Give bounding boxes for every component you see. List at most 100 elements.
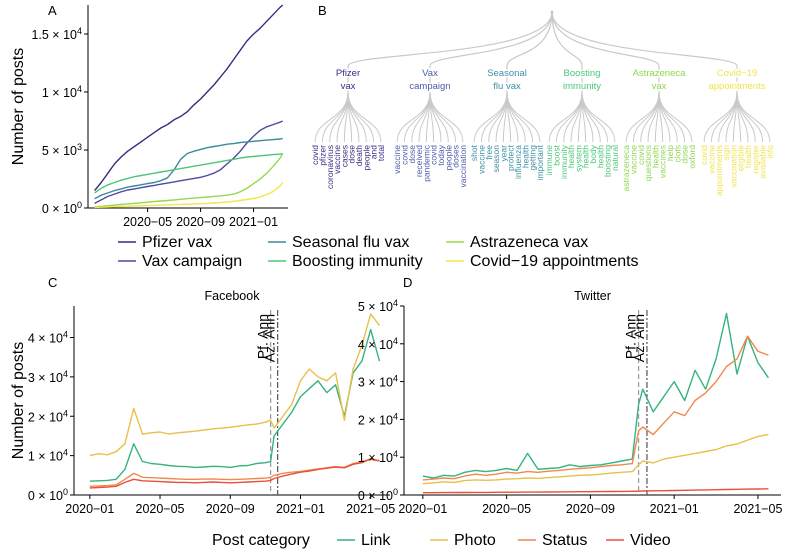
series-line-link (89, 328, 381, 482)
y-tick-label: 4 × 104 (28, 330, 68, 346)
leaf-word: today (436, 144, 446, 166)
leaf-word: doses (451, 145, 461, 168)
legend-label: Video (630, 532, 671, 549)
panel-label-b: B (318, 3, 327, 18)
group-label: appointments (708, 81, 765, 92)
legend-label: Boosting immunity (292, 253, 423, 270)
leaf-word: system (573, 145, 583, 172)
panel-b-tree: Pfizervaxcovidpfizercoronavirusvaccineca… (310, 10, 775, 196)
group-label: Seasonal (487, 68, 527, 79)
y-tick-label: 0 × 100 (28, 487, 68, 503)
legend-label: Photo (454, 532, 496, 549)
leaf-word: covid (310, 145, 320, 165)
tree-leaf-branch (429, 91, 464, 143)
tree-leaf-branch (658, 91, 693, 143)
leaf-word: important (535, 144, 545, 180)
leaf-word: eligible (736, 145, 746, 172)
leaf-word: dose (407, 145, 417, 164)
legend-label: Covid−19 appointments (470, 253, 639, 270)
y-axis-label: Number of posts (10, 48, 27, 165)
tree-leaf-branch (343, 91, 349, 143)
group-label: flu vax (493, 81, 521, 92)
leaf-word: help (665, 145, 675, 161)
x-tick-label: 2021−05 (346, 502, 395, 516)
leaf-word: covid (699, 145, 709, 165)
panel-label-d: D (403, 275, 412, 290)
tree-leaf-branch (736, 91, 771, 143)
leaf-word: getting (528, 145, 538, 171)
x-tick-label: 2020−09 (206, 502, 255, 516)
tree-leaf-branch (488, 91, 508, 143)
legend-label: Vax campaign (142, 253, 242, 270)
leaf-word: pandemic (421, 144, 431, 182)
leaf-word: boosting (603, 145, 613, 177)
x-tick-label: 2021−01 (229, 215, 278, 229)
group-label: vax (652, 81, 667, 92)
y-tick-label: 0 × 100 (358, 487, 398, 503)
leaf-word: protect (506, 144, 516, 171)
tree-leaf-branch (563, 91, 583, 143)
leaf-word: boost (551, 144, 561, 165)
series-line-boosting-immunity (94, 152, 283, 194)
annotation-label: Pf. Ann (255, 314, 271, 359)
leaf-word: health (595, 145, 605, 168)
leaf-word: death (354, 145, 364, 167)
leaf-word: dose (680, 145, 690, 164)
leaf-word: vaccine (628, 145, 638, 174)
series-line-pfizer-vax (94, 4, 284, 192)
series-line-covid-19-appointments (94, 182, 284, 209)
tree-leaf-branch (502, 91, 508, 143)
topic-legend: Pfizer vax Vax campaign Seasonal flu vax Bo… (118, 234, 639, 270)
tree-leaf-branch (411, 91, 431, 143)
series-line-video (89, 458, 380, 489)
leaf-word: total (376, 145, 386, 161)
leaf-word: covid (636, 145, 646, 165)
leaf-word: info (765, 145, 775, 159)
leaf-word: influenza (513, 145, 523, 179)
tree-leaf-branch (429, 91, 449, 143)
series-line-photo (89, 313, 381, 457)
leaf-word: vaccination (728, 145, 738, 188)
y-tick-label: 2 × 104 (358, 411, 398, 427)
group-label: Boosting (564, 68, 601, 79)
tree-branch (551, 11, 738, 67)
tree-leaf-branch (329, 91, 349, 143)
legend-title: Post category (212, 532, 310, 549)
tree-leaf-branch (581, 91, 601, 143)
series-line-video (422, 488, 769, 494)
y-tick-label: 2 × 104 (28, 408, 68, 424)
tree-leaf-branch (654, 91, 660, 143)
x-tick-label: 2020−09 (566, 502, 615, 516)
legend-label: Link (361, 532, 391, 549)
leaf-word: vaccine (392, 145, 402, 174)
tree-leaf-branch (506, 91, 541, 143)
y-tick-label: 1 × 104 (358, 449, 398, 465)
series-line-astrazeneca-vax (94, 153, 284, 208)
leaf-word: health (650, 145, 660, 168)
tree-leaf-branch (732, 91, 738, 143)
group-label: Vax (422, 68, 438, 79)
annotation-label: Az. Ann (262, 314, 278, 362)
y-tick-label: 1 × 104 (28, 448, 68, 464)
leaf-word: vaccine (332, 145, 342, 174)
group-label: immunity (563, 81, 601, 92)
leaf-word: natural (610, 145, 620, 171)
leaf-word: register (750, 145, 760, 174)
group-label: campaign (409, 81, 450, 92)
series-line-vax-campaign (94, 120, 283, 205)
y-tick-label: 3 × 104 (28, 369, 68, 385)
tree-branch (429, 11, 553, 67)
legend-label: Astrazeneca vax (470, 234, 588, 251)
leaf-word: immunity (559, 144, 569, 179)
leaf-word: and (369, 145, 379, 159)
tree-leaf-branch (640, 91, 660, 143)
leaf-word: health (520, 145, 530, 168)
series-line-status (422, 335, 769, 481)
y-tick-label: 5 × 104 (358, 298, 398, 314)
x-tick-label: 2020−01 (65, 502, 114, 516)
leaf-word: covid (429, 145, 439, 165)
legend-label: Pfizer vax (142, 234, 212, 251)
tree-leaf-branch (347, 91, 382, 143)
panel-d-chart: 0 × 100 1 × 104 2 × 104 3 × 104 4 × 104 5 × 1… (358, 289, 783, 516)
